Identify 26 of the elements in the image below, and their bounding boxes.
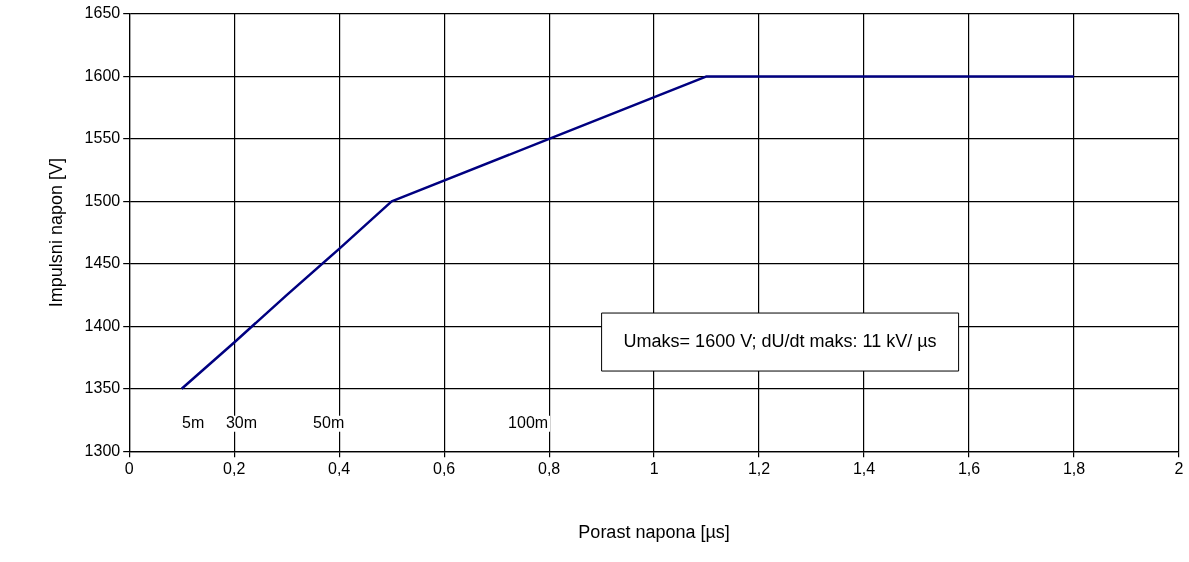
annotation: 5m xyxy=(182,414,205,432)
annotation: Umaks= 1600 V; dU/dt maks: 11 kV/ µs xyxy=(623,331,937,352)
y-tick-label: 1400 xyxy=(84,316,121,334)
y-axis-title: Impulsni napon [V] xyxy=(45,158,66,308)
annotation: 30m xyxy=(225,414,258,432)
x-tick-label: 1 xyxy=(649,460,659,478)
x-tick-label: 0,6 xyxy=(433,460,456,478)
annotation: 100m xyxy=(508,414,549,432)
x-tick-label: 2 xyxy=(1174,460,1184,478)
x-tick-label: 1,8 xyxy=(1062,460,1086,478)
y-tick-label: 1500 xyxy=(84,191,121,209)
annotation: 50m xyxy=(313,414,345,432)
y-tick-label: 1550 xyxy=(84,129,121,147)
x-tick-label: 1,4 xyxy=(852,460,876,478)
y-tick-label: 1650 xyxy=(84,4,121,22)
x-tick-label: 1,6 xyxy=(957,460,981,478)
y-tick-label: 1350 xyxy=(84,379,121,397)
y-tick-label: 1300 xyxy=(84,441,121,459)
y-tick-label: 1450 xyxy=(84,254,121,272)
x-tick-label: 0 xyxy=(124,460,134,478)
x-tick-label: 1,2 xyxy=(747,460,771,478)
y-tick-label: 1600 xyxy=(84,66,121,84)
x-tick-label: 0,4 xyxy=(328,460,351,478)
x-tick-label: 0,8 xyxy=(537,460,561,478)
x-tick-label: 0,2 xyxy=(223,460,246,478)
x-axis-title: Porast napona [µs] xyxy=(578,522,730,543)
